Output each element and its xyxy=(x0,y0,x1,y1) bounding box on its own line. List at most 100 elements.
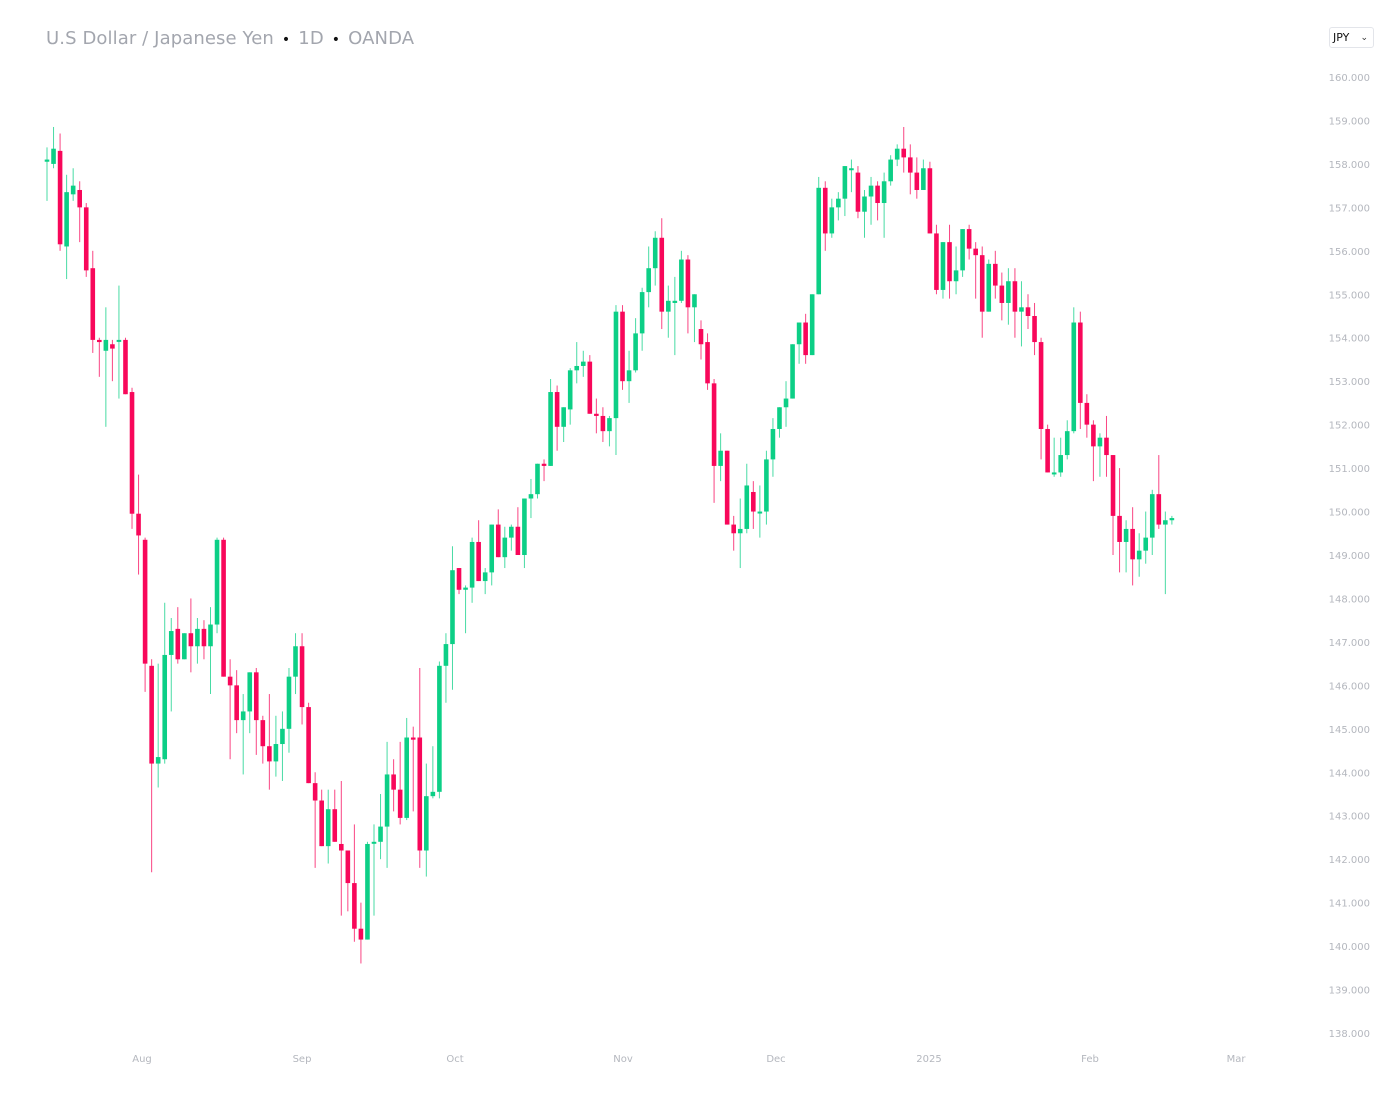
candle-body[interactable] xyxy=(469,541,475,588)
candle-body[interactable] xyxy=(378,826,383,842)
candle-body[interactable] xyxy=(666,300,671,312)
candle-body[interactable] xyxy=(195,628,200,647)
candle-body[interactable] xyxy=(620,311,625,382)
candle-body[interactable] xyxy=(260,720,266,747)
candle-body[interactable] xyxy=(600,415,606,432)
candle-body[interactable] xyxy=(273,744,279,762)
candle-body[interactable] xyxy=(790,344,795,399)
candle-body[interactable] xyxy=(476,541,481,582)
candle-body[interactable] xyxy=(809,294,815,356)
candle-body[interactable] xyxy=(430,791,436,797)
candle-body[interactable] xyxy=(1019,307,1024,312)
candle-body[interactable] xyxy=(894,148,900,160)
candle-body[interactable] xyxy=(424,796,429,851)
candle-body[interactable] xyxy=(626,370,632,382)
candle-body[interactable] xyxy=(456,568,462,590)
candle-body[interactable] xyxy=(306,707,311,784)
candle-body[interactable] xyxy=(548,392,553,466)
candle-body[interactable] xyxy=(286,676,292,729)
candle-body[interactable] xyxy=(188,633,194,647)
candle-body[interactable] xyxy=(934,233,939,290)
candle-body[interactable] xyxy=(1117,515,1122,542)
candle-body[interactable] xyxy=(993,263,998,286)
candle-body[interactable] xyxy=(97,339,102,343)
candle-body[interactable] xyxy=(803,322,808,356)
candle-body[interactable] xyxy=(783,398,789,408)
candle-body[interactable] xyxy=(979,255,985,312)
candle-body[interactable] xyxy=(1051,472,1057,475)
candle-body[interactable] xyxy=(240,711,246,721)
candle-body[interactable] xyxy=(940,242,946,290)
candle-body[interactable] xyxy=(51,148,56,164)
candle-body[interactable] xyxy=(724,450,730,525)
candle-body[interactable] xyxy=(535,463,540,495)
candle-body[interactable] xyxy=(443,644,449,666)
candle-body[interactable] xyxy=(495,524,501,558)
candle-body[interactable] xyxy=(881,181,887,204)
candle-body[interactable] xyxy=(1104,437,1109,456)
candle-body[interactable] xyxy=(489,524,495,573)
candle-body[interactable] xyxy=(652,237,658,269)
candle-body[interactable] xyxy=(482,572,488,582)
candle-body[interactable] xyxy=(417,737,423,851)
candle-body[interactable] xyxy=(332,809,338,842)
candle-body[interactable] xyxy=(502,537,508,558)
candle-body[interactable] xyxy=(410,737,416,740)
candle-body[interactable] xyxy=(705,342,710,384)
candle-body[interactable] xyxy=(57,150,63,245)
candle-body[interactable] xyxy=(1149,494,1155,538)
candle-body[interactable] xyxy=(1130,528,1135,560)
candle-body[interactable] xyxy=(182,633,187,660)
candle-body[interactable] xyxy=(1169,518,1175,521)
candle-body[interactable] xyxy=(679,259,684,301)
candle-body[interactable] xyxy=(685,259,691,308)
candle-body[interactable] xyxy=(299,646,305,708)
candle-body[interactable] xyxy=(888,159,893,182)
candle-body[interactable] xyxy=(267,746,272,762)
candle-body[interactable] xyxy=(1110,455,1116,516)
candle-body[interactable] xyxy=(1038,342,1044,429)
candle-body[interactable] xyxy=(397,789,403,818)
candle-body[interactable] xyxy=(450,570,455,645)
candle-body[interactable] xyxy=(672,300,678,303)
candle-body[interactable] xyxy=(1006,281,1011,303)
candle-body[interactable] xyxy=(201,628,207,647)
candle-body[interactable] xyxy=(587,361,593,414)
candle-body[interactable] xyxy=(816,187,822,295)
candle-body[interactable] xyxy=(70,185,76,195)
candle-body[interactable] xyxy=(927,168,933,234)
candle-body[interactable] xyxy=(561,407,566,427)
candle-body[interactable] xyxy=(607,418,612,432)
candle-body[interactable] xyxy=(829,207,835,234)
candle-body[interactable] xyxy=(293,646,298,677)
candle-body[interactable] xyxy=(659,237,665,312)
candle-body[interactable] xyxy=(129,392,135,514)
candle-body[interactable] xyxy=(757,511,763,514)
candle-body[interactable] xyxy=(463,587,468,590)
candle-body[interactable] xyxy=(901,148,907,158)
candle-body[interactable] xyxy=(64,192,69,247)
candle-body[interactable] xyxy=(155,757,161,764)
candle-body[interactable] xyxy=(966,229,972,249)
candle-body[interactable] xyxy=(921,168,926,190)
candle-body[interactable] xyxy=(613,311,619,419)
candle-body[interactable] xyxy=(404,737,409,818)
candle-body[interactable] xyxy=(1143,537,1149,551)
candle-body[interactable] xyxy=(1045,428,1050,473)
candle-body[interactable] xyxy=(1084,402,1090,425)
candle-body[interactable] xyxy=(384,774,390,827)
candle-body[interactable] xyxy=(718,450,723,466)
candle-body[interactable] xyxy=(947,242,952,282)
candle-body[interactable] xyxy=(639,292,645,334)
candle-body[interactable] xyxy=(1025,307,1031,316)
candle-body[interactable] xyxy=(1156,494,1162,525)
candle-body[interactable] xyxy=(796,322,802,345)
candle-body[interactable] xyxy=(234,685,239,721)
time-axis[interactable]: Aug Sep Oct Nov Dec 2025 Feb Mar xyxy=(132,1054,1246,1065)
candle-body[interactable] xyxy=(116,339,122,342)
candle-body[interactable] xyxy=(1064,431,1070,456)
candle-body[interactable] xyxy=(83,207,89,271)
candle-body[interactable] xyxy=(371,841,377,844)
candle-body[interactable] xyxy=(90,268,96,340)
candle-body[interactable] xyxy=(247,672,253,712)
